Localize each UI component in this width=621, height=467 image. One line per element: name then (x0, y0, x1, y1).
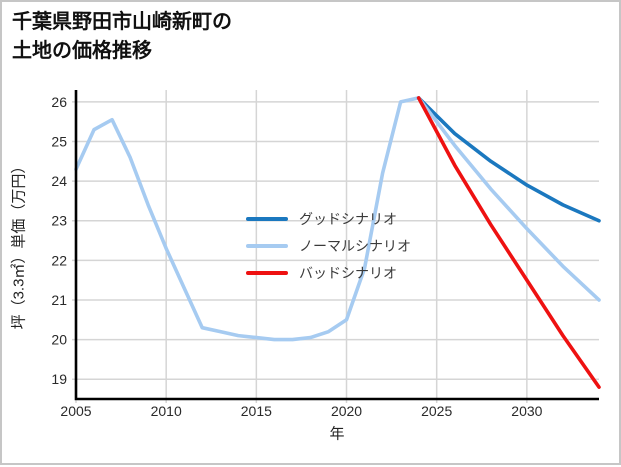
series-lines (74, 96, 601, 389)
y-tick-label: 25 (51, 134, 67, 150)
y-tick-label: 20 (51, 332, 67, 348)
axes-spines (74, 90, 599, 401)
x-tick-label: 2010 (151, 403, 182, 419)
x-tick-label: 2015 (241, 403, 272, 419)
legend-line-swatch-bad (246, 270, 288, 275)
chart-title-line2: 土地の価格推移 (12, 40, 152, 62)
legend-item-good-scenario: グッドシナリオ (246, 205, 411, 232)
legend-label-normal: ノーマルシナリオ (299, 237, 411, 254)
chart-title-line1: 千葉県野田市山崎新町の (12, 11, 232, 33)
y-axis-label: 坪（3.3㎡）単価（万円） (10, 158, 28, 330)
y-tick-label: 24 (51, 173, 67, 189)
x-tick-label: 2025 (421, 403, 452, 419)
legend-item-normal-scenario: ノーマルシナリオ (246, 232, 411, 259)
gridlines (72, 90, 599, 403)
legend: グッドシナリオ ノーマルシナリオ バッドシナリオ (246, 205, 411, 286)
x-tick-label: 2030 (511, 403, 542, 419)
y-tick-label: 22 (51, 252, 67, 268)
legend-item-bad-scenario: バッドシナリオ (246, 259, 411, 286)
y-tick-label: 26 (51, 94, 67, 110)
legend-line-swatch-good (246, 216, 288, 221)
tick-labels: 2005 2010 2015 2020 2025 2030 19 20 21 22 23 24 25 26 (51, 94, 542, 419)
y-tick-label: 23 (51, 213, 67, 229)
y-tick-label: 19 (51, 371, 67, 387)
legend-line-swatch-normal (246, 243, 288, 248)
x-axis-label: 年 (329, 425, 345, 443)
bad-scenario-line (416, 96, 601, 389)
normal-scenario-line (416, 96, 601, 302)
good-scenario-line (416, 96, 601, 223)
y-tick-label: 21 (51, 292, 67, 308)
legend-label-bad: バッドシナリオ (299, 264, 397, 281)
x-tick-label: 2005 (60, 403, 91, 419)
chart-title: 千葉県野田市山崎新町の 土地の価格推移 (12, 8, 232, 66)
axis-spines-path (74, 90, 599, 401)
history-line (74, 96, 421, 342)
legend-label-good: グッドシナリオ (299, 210, 397, 227)
x-tick-label: 2020 (331, 403, 362, 419)
